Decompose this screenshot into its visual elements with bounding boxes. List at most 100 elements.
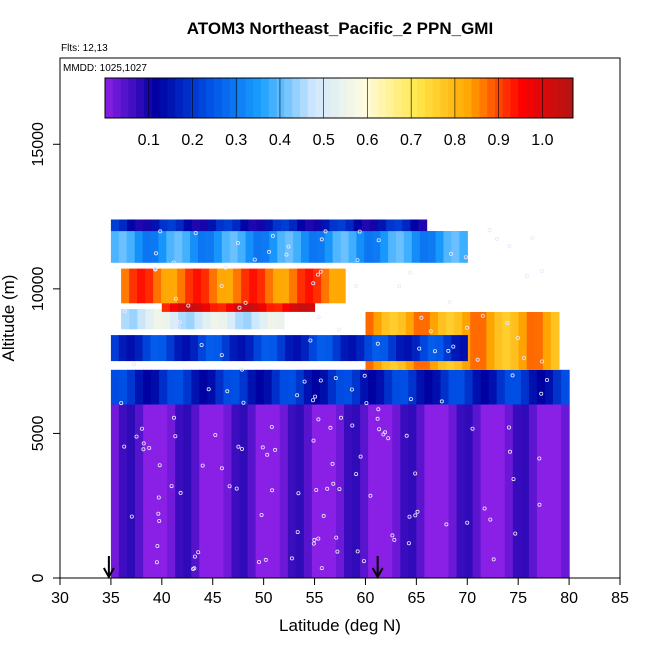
sample-point [134, 434, 139, 439]
heatmap-cell [427, 231, 437, 263]
heatmap-cell [510, 312, 520, 370]
heatmap-cell [223, 369, 232, 405]
sample-point [515, 335, 520, 340]
sample-point [169, 484, 174, 489]
sample-point [141, 447, 146, 452]
sample-point [156, 511, 161, 516]
sample-point [171, 260, 176, 265]
colorbar-swatch [518, 78, 527, 118]
heatmap-cell [223, 404, 232, 578]
heatmap-cell [305, 268, 314, 304]
colorbar-tick-label: 0.2 [181, 132, 203, 149]
colorbar-swatch [393, 78, 402, 118]
heatmap-cell [191, 404, 200, 578]
heatmap-cell [218, 309, 228, 330]
flight-arrows [102, 556, 384, 580]
sample-point [507, 243, 512, 248]
sample-point [260, 445, 265, 450]
heatmap-cell [279, 369, 289, 405]
heatmap-cell [231, 404, 241, 578]
x-tick-label: 45 [204, 590, 222, 607]
heatmap-cell [118, 231, 128, 263]
sample-point [122, 444, 127, 449]
heatmap-cell [408, 404, 417, 578]
sample-point [449, 251, 454, 256]
heatmap-cell [229, 335, 239, 362]
heatmap-cell [198, 231, 207, 263]
sample-point [357, 229, 362, 234]
y-tick-label: 5000 [30, 416, 47, 452]
heatmap-cell [199, 219, 209, 232]
heatmap-cell [216, 219, 225, 232]
heatmap-cell [285, 231, 294, 263]
colorbar-tick-label: 0.8 [444, 132, 466, 149]
heatmap-cell [271, 404, 281, 578]
heatmap-cell [159, 404, 168, 578]
heatmap-cell [545, 404, 554, 578]
heatmap-cell [127, 219, 136, 232]
heatmap-cell [321, 219, 330, 232]
sample-point [266, 249, 271, 254]
sample-point [333, 375, 338, 380]
heatmap-cell [267, 309, 277, 330]
heatmap-cell [287, 369, 297, 405]
sample-point [269, 424, 274, 429]
heatmap-cell [332, 335, 342, 362]
heatmap-cell [269, 231, 278, 263]
heatmap-cell [240, 219, 250, 232]
colorbar-swatch [440, 78, 449, 118]
heatmap-cell [380, 335, 389, 362]
sample-point [406, 541, 411, 546]
heatmap-cell [496, 404, 506, 578]
sample-point [235, 240, 240, 245]
sample-point [213, 432, 218, 437]
sample-point [408, 270, 413, 275]
colorbar-tick-label: 0.1 [138, 132, 160, 149]
heatmap-cell [257, 268, 266, 304]
heatmap-cell [348, 335, 357, 362]
heatmap-cell [166, 231, 175, 263]
sample-point [349, 387, 354, 392]
heatmap-cell [159, 369, 168, 405]
colorbar-swatch [144, 78, 153, 118]
colorbar-swatch [417, 78, 426, 118]
sample-point [225, 389, 230, 394]
heatmap-cell [142, 231, 152, 263]
heatmap-cell [134, 335, 144, 362]
sample-point [354, 472, 359, 477]
heatmap-cell [418, 219, 428, 232]
sample-point [432, 349, 437, 354]
heatmap-cell [392, 404, 401, 578]
heatmap-cell [289, 219, 298, 232]
heatmap-cell [345, 219, 355, 232]
heatmap-cell [327, 369, 337, 405]
sample-point [464, 325, 469, 330]
sample-point [273, 447, 278, 452]
sample-point [206, 387, 211, 392]
sample-point [227, 484, 232, 489]
colorbar: 0.1 0.2 0.3 0.4 0.5 0.6 0.7 0.8 0.9 1.0 [104, 77, 574, 149]
sample-point [325, 486, 330, 491]
x-tick-label: 35 [102, 590, 120, 607]
sample-point [480, 313, 485, 318]
heatmap-cell [459, 231, 468, 263]
heatmap-cell [281, 268, 290, 304]
colorbar-swatch [354, 78, 363, 118]
heatmap-cell [265, 268, 274, 304]
heatmap-cell [174, 231, 183, 263]
heatmap-cell [215, 369, 224, 405]
x-tick-label: 85 [611, 590, 629, 607]
heatmap-cell [451, 335, 460, 362]
colorbar-frame [104, 77, 574, 119]
colorbar-swatch [526, 78, 535, 118]
sample-point [173, 434, 178, 439]
colorbar-swatch [448, 78, 457, 118]
colorbar-tick-label: 0.4 [269, 132, 291, 149]
y-axis: 0 5000 10000 15000 [30, 122, 60, 582]
sample-point [376, 407, 381, 412]
heatmap-cell [400, 404, 409, 578]
x-tick-label: 70 [458, 590, 476, 607]
heatmap-cell [255, 404, 265, 578]
heatmap-cell [207, 369, 216, 405]
heatmap-cell [352, 404, 361, 578]
